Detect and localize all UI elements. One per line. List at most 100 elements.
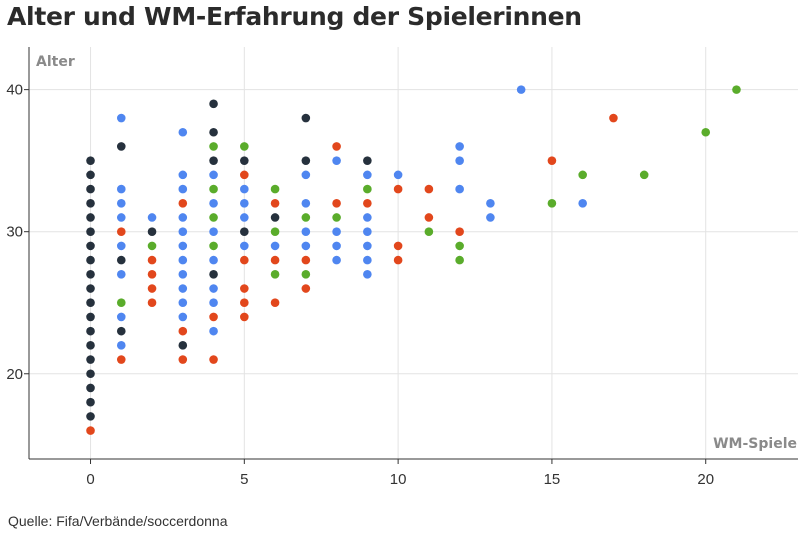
data-point bbox=[547, 156, 557, 165]
data-point bbox=[455, 241, 464, 251]
data-point bbox=[86, 255, 95, 265]
data-point bbox=[209, 270, 218, 279]
data-point bbox=[240, 241, 249, 251]
data-point bbox=[240, 156, 249, 165]
data-point bbox=[270, 227, 280, 236]
tick-labels: 0 5 10 15 20 20 30 40 bbox=[6, 82, 714, 488]
data-point bbox=[178, 198, 188, 208]
data-point bbox=[178, 241, 188, 251]
data-point bbox=[209, 241, 218, 251]
data-point bbox=[363, 198, 372, 208]
data-point bbox=[332, 241, 341, 251]
data-point bbox=[301, 170, 311, 180]
data-point bbox=[270, 270, 280, 279]
data-point bbox=[86, 156, 95, 165]
data-point bbox=[486, 213, 495, 222]
data-point bbox=[209, 355, 218, 364]
data-point bbox=[332, 213, 341, 222]
data-point bbox=[240, 312, 249, 322]
y-axis-title: Alter bbox=[36, 54, 75, 70]
data-point bbox=[578, 170, 587, 180]
data-point bbox=[147, 298, 157, 308]
data-point bbox=[86, 198, 95, 208]
data-point bbox=[455, 227, 464, 236]
data-point bbox=[86, 241, 95, 251]
data-point bbox=[270, 213, 280, 222]
data-point bbox=[363, 255, 372, 265]
data-point bbox=[301, 113, 311, 123]
data-point bbox=[424, 227, 434, 236]
data-point bbox=[547, 198, 557, 208]
x-axis-title: WM-Spiele bbox=[713, 436, 797, 452]
data-point bbox=[393, 184, 403, 194]
data-point bbox=[270, 255, 280, 265]
data-point bbox=[270, 198, 280, 208]
data-point bbox=[86, 184, 95, 194]
data-point bbox=[609, 113, 618, 123]
chart-title: Alter und WM-Erfahrung der Spielerinnen bbox=[7, 2, 582, 31]
data-point bbox=[178, 127, 188, 137]
data-point bbox=[301, 156, 311, 165]
data-points bbox=[86, 85, 741, 435]
data-point bbox=[363, 227, 372, 236]
data-point bbox=[363, 241, 372, 251]
data-point bbox=[301, 213, 311, 222]
data-point bbox=[147, 213, 157, 222]
data-point bbox=[209, 298, 218, 308]
data-point bbox=[455, 255, 464, 265]
data-point bbox=[147, 270, 157, 279]
data-point bbox=[455, 156, 464, 165]
x-tick-label: 15 bbox=[544, 471, 561, 488]
data-point bbox=[424, 213, 434, 222]
data-point bbox=[209, 99, 218, 109]
data-point bbox=[116, 213, 126, 222]
data-point bbox=[86, 369, 95, 379]
gridlines bbox=[29, 47, 798, 459]
data-point bbox=[209, 312, 218, 322]
data-point bbox=[209, 198, 218, 208]
data-point bbox=[240, 142, 249, 151]
data-point bbox=[455, 142, 464, 151]
data-point bbox=[116, 326, 126, 336]
data-point bbox=[116, 312, 126, 322]
data-point bbox=[393, 170, 403, 180]
data-point bbox=[116, 113, 126, 123]
data-point bbox=[732, 85, 741, 94]
data-point bbox=[332, 227, 341, 236]
data-point bbox=[240, 170, 249, 180]
axes bbox=[24, 47, 798, 464]
data-point bbox=[270, 298, 280, 308]
data-point bbox=[209, 284, 218, 293]
data-point bbox=[240, 284, 249, 293]
data-point bbox=[363, 156, 372, 165]
data-point bbox=[86, 383, 95, 393]
data-point bbox=[178, 184, 188, 194]
data-point bbox=[147, 227, 157, 236]
y-tick-label: 20 bbox=[6, 366, 23, 383]
data-point bbox=[178, 270, 188, 279]
data-point bbox=[178, 255, 188, 265]
data-point bbox=[116, 270, 126, 279]
y-tick-label: 30 bbox=[6, 224, 23, 241]
data-point bbox=[301, 227, 311, 236]
data-point bbox=[486, 198, 495, 208]
data-point bbox=[301, 241, 311, 251]
data-point bbox=[116, 255, 126, 265]
data-point bbox=[86, 397, 95, 407]
data-point bbox=[701, 127, 711, 137]
data-point bbox=[116, 241, 126, 251]
data-point bbox=[332, 255, 341, 265]
data-point bbox=[209, 170, 218, 180]
data-point bbox=[332, 198, 341, 208]
data-point bbox=[363, 184, 372, 194]
data-point bbox=[86, 341, 95, 350]
data-point bbox=[116, 298, 126, 308]
data-point bbox=[240, 255, 249, 265]
data-point bbox=[116, 142, 126, 151]
data-point bbox=[301, 198, 311, 208]
data-point bbox=[178, 326, 188, 336]
data-point bbox=[147, 255, 157, 265]
data-point bbox=[178, 227, 188, 236]
data-point bbox=[86, 213, 95, 222]
data-point bbox=[86, 426, 95, 435]
